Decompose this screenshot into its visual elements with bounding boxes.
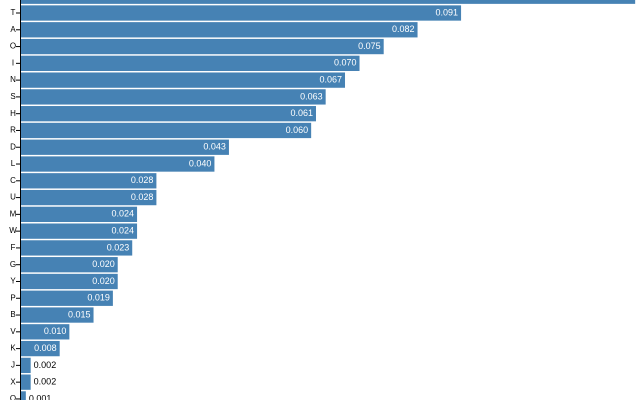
bar xyxy=(21,324,70,340)
bar xyxy=(21,156,215,172)
value-label: 0.015 xyxy=(68,309,91,319)
y-tick-label: M xyxy=(10,209,17,218)
value-label: 0.024 xyxy=(112,209,135,219)
bar xyxy=(21,0,636,4)
y-tick-label: I xyxy=(12,58,14,67)
value-label: 0.020 xyxy=(92,259,115,269)
value-label: 0.008 xyxy=(34,343,57,353)
bar xyxy=(21,122,312,139)
bar xyxy=(21,257,118,273)
bar xyxy=(21,391,26,400)
bar xyxy=(21,240,133,256)
y-tick-label: G xyxy=(10,260,16,269)
value-label: 0.082 xyxy=(392,24,415,34)
bar xyxy=(21,22,418,38)
bar xyxy=(21,38,384,55)
value-label: 0.075 xyxy=(358,41,381,51)
y-tick-label: L xyxy=(11,159,16,168)
value-label: 0.070 xyxy=(334,58,357,68)
bar xyxy=(21,5,462,21)
value-label: 0.063 xyxy=(300,91,323,101)
bar xyxy=(21,106,316,122)
bar xyxy=(21,72,346,88)
value-label: 0.019 xyxy=(87,293,110,303)
value-label: 0.067 xyxy=(319,74,342,84)
y-tick-label: F xyxy=(11,243,16,252)
bar xyxy=(21,173,157,189)
y-tick-label: X xyxy=(10,377,16,386)
bar xyxy=(21,223,138,239)
y-tick-label: Y xyxy=(10,277,16,286)
value-label: 0.002 xyxy=(34,377,57,387)
value-label: 0.002 xyxy=(34,360,57,370)
y-tick-label: B xyxy=(10,310,15,319)
bar xyxy=(21,89,326,105)
value-label: 0.060 xyxy=(286,125,309,135)
value-label: 0.010 xyxy=(44,326,67,336)
value-label: 0.061 xyxy=(290,108,313,118)
y-tick-label: Q xyxy=(10,394,16,400)
value-label: 0.043 xyxy=(203,142,226,152)
bar xyxy=(21,139,229,155)
y-tick-label: D xyxy=(10,142,16,151)
value-label: 0.028 xyxy=(131,175,154,185)
y-tick-label: O xyxy=(10,42,16,51)
bar xyxy=(21,290,113,306)
y-tick-label: K xyxy=(10,344,16,353)
y-tick-label: T xyxy=(11,8,16,17)
value-label: 0.028 xyxy=(131,192,154,202)
y-tick-label: P xyxy=(10,293,15,302)
bar xyxy=(21,340,60,357)
y-tick-label: S xyxy=(10,92,15,101)
value-label: 0.023 xyxy=(107,242,130,252)
bar xyxy=(21,273,118,290)
y-tick-label: A xyxy=(10,25,16,34)
bar xyxy=(21,55,360,71)
value-label: 0.024 xyxy=(112,226,135,236)
y-tick-label: H xyxy=(10,109,16,118)
bar xyxy=(21,307,94,323)
bar xyxy=(21,206,138,223)
y-tick-label: U xyxy=(10,193,16,202)
y-tick-label: R xyxy=(10,126,16,135)
value-label: 0.001 xyxy=(29,393,52,400)
value-label: 0.091 xyxy=(436,7,459,17)
bar xyxy=(21,189,157,206)
y-tick-label: V xyxy=(10,327,16,336)
value-label: 0.020 xyxy=(92,276,115,286)
bar xyxy=(21,357,31,374)
y-tick-label: J xyxy=(11,360,15,369)
bar xyxy=(21,374,31,390)
y-tick-label: W xyxy=(9,226,17,235)
y-tick-label: C xyxy=(10,176,16,185)
y-tick-label: N xyxy=(10,75,16,84)
value-label: 0.040 xyxy=(189,158,212,168)
